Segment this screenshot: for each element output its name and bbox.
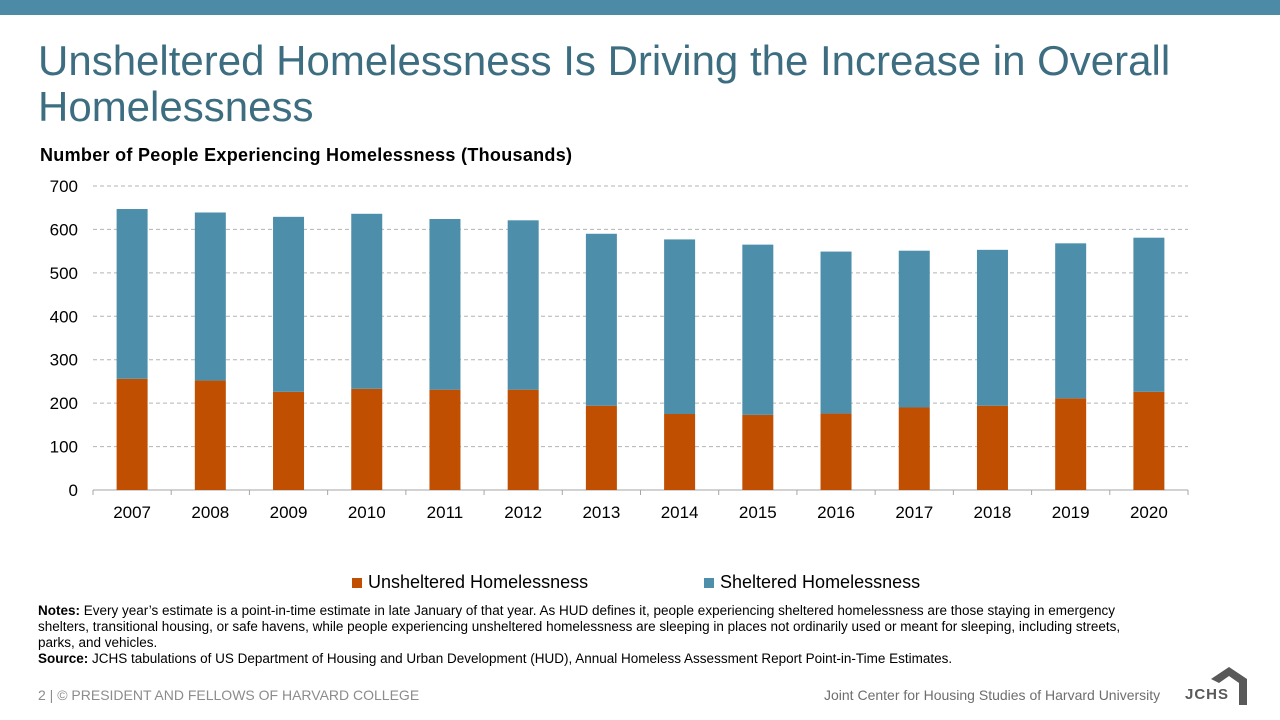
x-tick-label: 2020 [1130,503,1168,522]
legend-label-sheltered: Sheltered Homelessness [720,572,921,592]
y-tick-label: 0 [69,481,78,500]
chart-title: Number of People Experiencing Homelessne… [40,145,573,165]
legend-label-unsheltered: Unsheltered Homelessness [368,572,589,592]
bar-unsheltered-2007 [116,378,148,490]
bar-unsheltered-2013 [585,405,617,490]
stacked-bar-chart: 0 100 200 300 400 500 600 700 2007 2008 2009 2010 20… [50,177,1189,522]
bar-sheltered-2020 [1133,237,1165,392]
legend-item-sheltered: Sheltered Homelessness [704,572,920,593]
x-tick-label: 2015 [739,503,777,522]
x-tick-label: 2018 [974,503,1012,522]
y-tick-label: 700 [50,177,78,196]
bar-unsheltered-2011 [429,389,461,490]
bar-unsheltered-2017 [898,407,930,490]
logo-text: JCHS [1185,686,1230,703]
footer-copyright: 2 | © PRESIDENT AND FELLOWS OF HARVARD C… [38,687,420,703]
legend-swatch-unsheltered [352,577,362,588]
y-tick-label: 300 [50,351,78,370]
bar-sheltered-2013 [585,233,617,406]
y-tick-label: 100 [50,438,78,457]
notes-text: Every year’s estimate is a point-in-time… [38,603,1121,650]
bar-sheltered-2009 [273,216,305,392]
bar-unsheltered-2014 [664,414,696,490]
source-paragraph: Source: JCHS tabulations of US Departmen… [38,651,1158,667]
bar-sheltered-2011 [429,219,461,390]
y-tick-label: 500 [50,264,78,283]
bar-sheltered-2015 [742,244,774,415]
bar-sheltered-2018 [976,249,1008,406]
x-tick-label: 2008 [191,503,229,522]
y-tick-label: 200 [50,394,78,413]
bar-unsheltered-2009 [273,391,305,490]
x-tick-label: 2012 [504,503,542,522]
bar-unsheltered-2010 [351,388,383,490]
x-tick-label: 2011 [427,503,464,522]
house-icon [1211,667,1247,705]
chart-legend: Unsheltered Homelessness Sheltered Homel… [0,572,1280,594]
bar-sheltered-2017 [898,250,930,408]
bar-sheltered-2008 [194,212,226,381]
bar-sheltered-2016 [820,251,852,414]
x-tick-label: 2009 [270,503,308,522]
x-tick-label: 2010 [348,503,386,522]
bar-sheltered-2012 [507,220,539,390]
bar-sheltered-2007 [116,209,148,379]
bar-unsheltered-2008 [194,380,226,490]
bar-unsheltered-2016 [820,413,852,490]
x-tick-label: 2007 [113,503,151,522]
bar-sheltered-2014 [664,239,696,414]
top-accent-bar [0,0,1280,15]
source-label: Source: [38,651,89,666]
y-tick-label: 600 [50,220,78,239]
bar-sheltered-2010 [351,213,383,389]
bar-unsheltered-2015 [742,414,774,490]
source-text: JCHS tabulations of US Department of Hou… [88,651,953,666]
x-tick-label: 2013 [582,503,620,522]
x-tick-label: 2019 [1052,503,1090,522]
bar-unsheltered-2019 [1055,398,1087,490]
slide-title: Unsheltered Homelessness Is Driving the … [38,37,1171,130]
x-tick-label: 2016 [817,503,855,522]
notes-label: Notes: [38,603,81,618]
y-tick-label: 400 [50,307,78,326]
bar-unsheltered-2020 [1133,391,1165,490]
bar-unsheltered-2012 [507,389,539,490]
footer-organization: Joint Center for Housing Studies of Harv… [824,687,1161,703]
x-tick-label: 2014 [661,503,699,522]
bar-sheltered-2019 [1055,243,1087,399]
legend-item-unsheltered: Unsheltered Homelessness [352,572,588,593]
notes-paragraph: Notes: Every year’s estimate is a point-… [38,603,1158,651]
x-tick-label: 2017 [895,503,933,522]
bar-unsheltered-2018 [976,405,1008,490]
notes-block: Notes: Every year’s estimate is a point-… [38,603,1158,667]
legend-swatch-sheltered [704,577,714,588]
